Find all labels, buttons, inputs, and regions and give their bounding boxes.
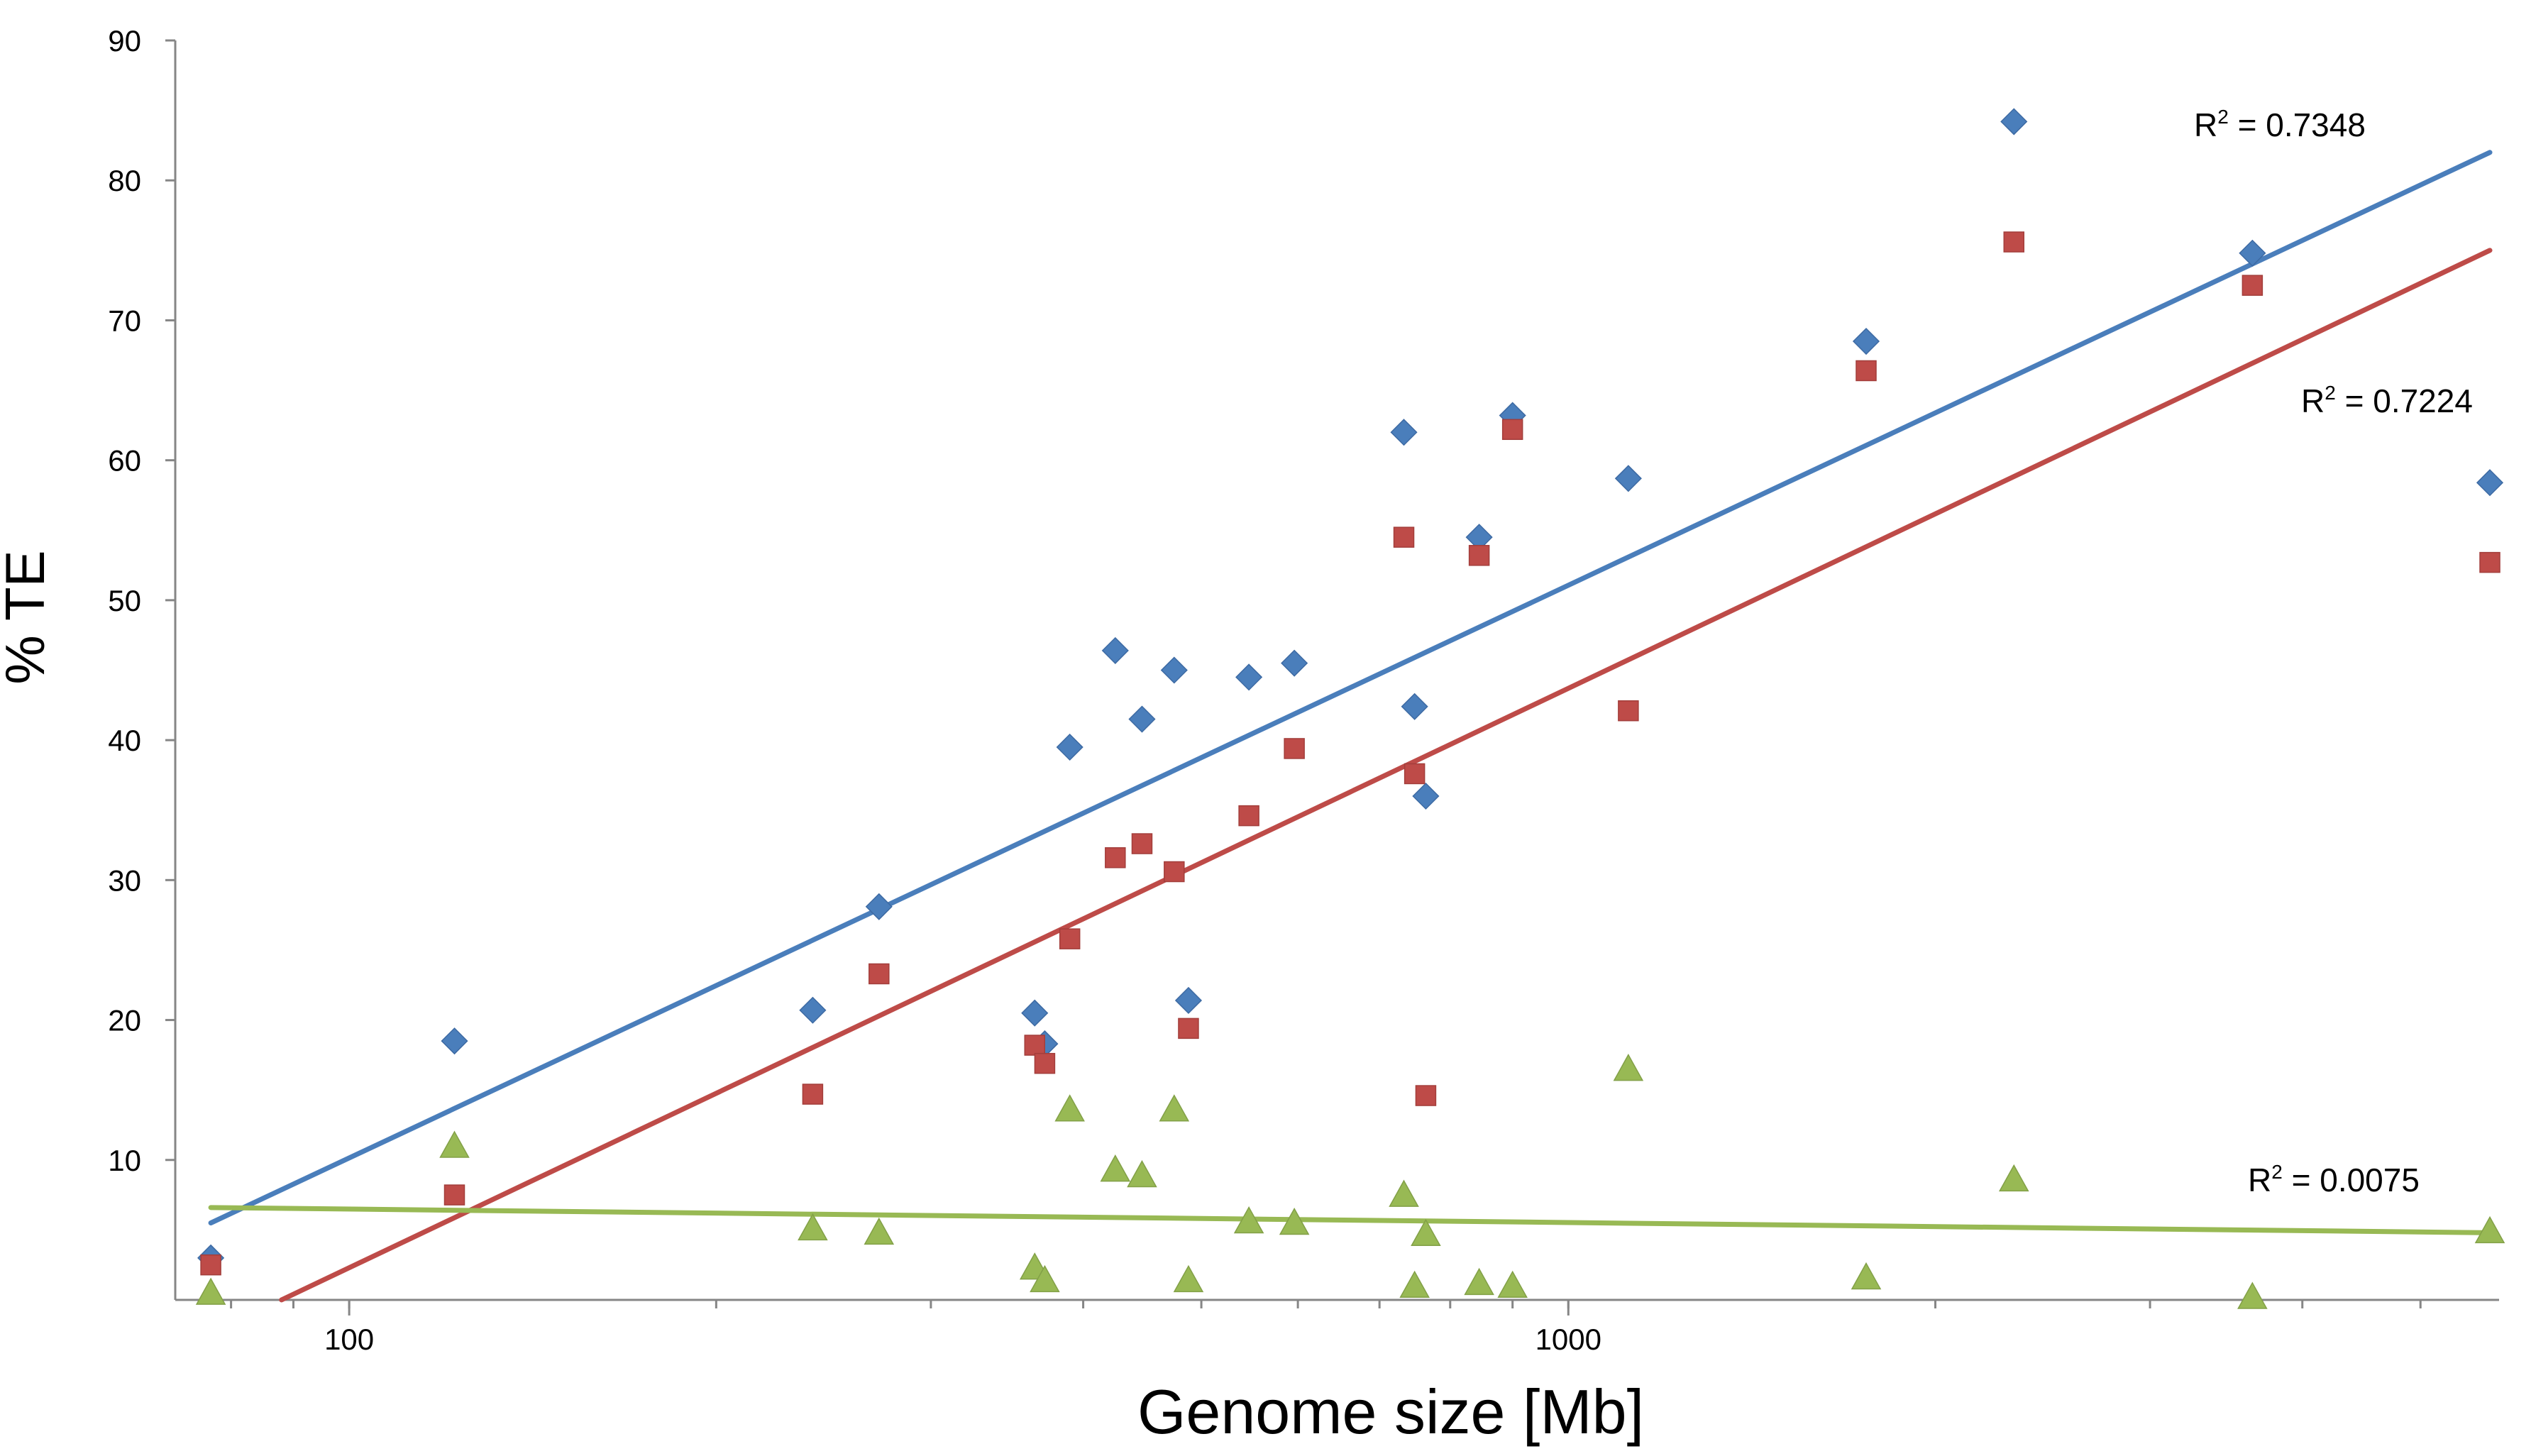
diamond-point bbox=[865, 893, 893, 920]
triangle-point bbox=[1399, 1270, 1430, 1298]
points-series-3 bbox=[195, 1054, 2505, 1309]
diamond-point bbox=[2239, 239, 2266, 267]
triangle-point bbox=[1159, 1094, 1190, 1122]
diamond-point bbox=[1852, 327, 1880, 355]
square-point bbox=[2003, 231, 2025, 253]
r2-label-series-1: R2 = 0.7348 bbox=[2194, 106, 2366, 143]
diamond-point bbox=[799, 996, 827, 1024]
r2-label-series-3: R2 = 0.0075 bbox=[2248, 1161, 2420, 1198]
diamond-point bbox=[1160, 656, 1188, 684]
triangle-point bbox=[439, 1130, 470, 1158]
square-point bbox=[1131, 833, 1153, 854]
triangle-point bbox=[1279, 1207, 1310, 1235]
diamond-point bbox=[1614, 465, 1642, 492]
triangle-point bbox=[1497, 1270, 1528, 1298]
square-point bbox=[1393, 526, 1415, 548]
trendline-series-1 bbox=[208, 150, 2493, 1226]
diamond-point bbox=[1401, 693, 1428, 720]
y-tick-label: 50 bbox=[108, 584, 141, 617]
diamond-point bbox=[2476, 469, 2504, 497]
square-point bbox=[1284, 738, 1305, 759]
triangle-point bbox=[1127, 1159, 1157, 1188]
y-tick-label: 70 bbox=[108, 304, 141, 337]
y-ticks: 10 20 30 40 50 60 70 80 90 bbox=[108, 24, 175, 1177]
diamond-point bbox=[1235, 663, 1263, 691]
x-tick-label: 100 bbox=[324, 1323, 374, 1356]
triangle-point bbox=[864, 1217, 895, 1245]
square-point bbox=[1178, 1017, 1199, 1039]
triangle-point bbox=[1173, 1264, 1204, 1293]
points-series-1 bbox=[197, 108, 2504, 1272]
triangle-point bbox=[1233, 1206, 1264, 1234]
diamond-point bbox=[1412, 782, 1440, 810]
y-tick-label: 20 bbox=[108, 1004, 141, 1037]
square-point bbox=[1164, 861, 1185, 883]
x-tick-label: 1000 bbox=[1535, 1323, 1601, 1356]
diamond-point bbox=[1056, 733, 1083, 761]
y-axis-title: % TE bbox=[0, 550, 56, 684]
y-tick-label: 40 bbox=[108, 724, 141, 757]
square-point bbox=[1059, 928, 1081, 949]
triangle-point bbox=[1464, 1267, 1494, 1296]
y-tick-label: 90 bbox=[108, 24, 141, 57]
triangle-point bbox=[1030, 1264, 1060, 1293]
square-point bbox=[1501, 419, 1523, 441]
square-point bbox=[443, 1184, 465, 1206]
square-point bbox=[1855, 360, 1877, 382]
square-point bbox=[869, 963, 890, 985]
square-point bbox=[1468, 545, 1490, 566]
triangle-point bbox=[1998, 1164, 2029, 1192]
diamond-point bbox=[1174, 986, 1203, 1015]
triangle-point bbox=[2474, 1215, 2505, 1244]
diamond-point bbox=[1281, 649, 1308, 677]
diamond-point bbox=[441, 1027, 468, 1055]
axes: 10 20 30 40 50 60 70 80 90 100 1000 bbox=[108, 24, 2499, 1356]
square-point bbox=[1238, 805, 1259, 827]
triangle-point bbox=[1054, 1094, 1085, 1122]
x-axis-title: Genome size [Mb] bbox=[1137, 1377, 1644, 1447]
square-point bbox=[1105, 847, 1126, 868]
square-point bbox=[200, 1254, 221, 1276]
r2-label-series-2: R2 = 0.7224 bbox=[2301, 382, 2473, 419]
square-point bbox=[1404, 763, 1426, 785]
data-points bbox=[195, 108, 2505, 1309]
triangle-point bbox=[1100, 1154, 1131, 1182]
points-series-2 bbox=[200, 231, 2500, 1276]
diamond-point bbox=[1390, 419, 1418, 446]
trendlines bbox=[208, 150, 2493, 1303]
square-point bbox=[1024, 1035, 1045, 1056]
trendline-series-2 bbox=[279, 248, 2493, 1303]
triangle-point bbox=[1613, 1054, 1644, 1081]
square-point bbox=[2241, 275, 2263, 296]
diamond-point bbox=[2000, 108, 2028, 136]
square-point bbox=[1415, 1085, 1437, 1106]
triangle-point bbox=[1389, 1179, 1419, 1207]
triangle-point bbox=[1411, 1218, 1441, 1247]
y-tick-label: 60 bbox=[108, 444, 141, 478]
diamond-point bbox=[1101, 636, 1129, 664]
square-point bbox=[1034, 1052, 1056, 1074]
diamond-point bbox=[1021, 999, 1049, 1027]
triangle-point bbox=[1851, 1262, 1882, 1290]
x-ticks: 100 1000 bbox=[230, 1300, 2422, 1356]
triangle-point bbox=[195, 1277, 226, 1305]
trendline-series-3 bbox=[208, 1205, 2493, 1235]
y-tick-label: 30 bbox=[108, 864, 141, 897]
y-tick-label: 10 bbox=[108, 1144, 141, 1177]
triangle-point bbox=[2237, 1281, 2268, 1309]
y-tick-label: 80 bbox=[108, 164, 141, 197]
square-point bbox=[1618, 700, 1639, 722]
square-point bbox=[802, 1083, 824, 1105]
square-point bbox=[2479, 551, 2500, 573]
diamond-point bbox=[1128, 705, 1156, 733]
triangle-point bbox=[798, 1213, 828, 1241]
